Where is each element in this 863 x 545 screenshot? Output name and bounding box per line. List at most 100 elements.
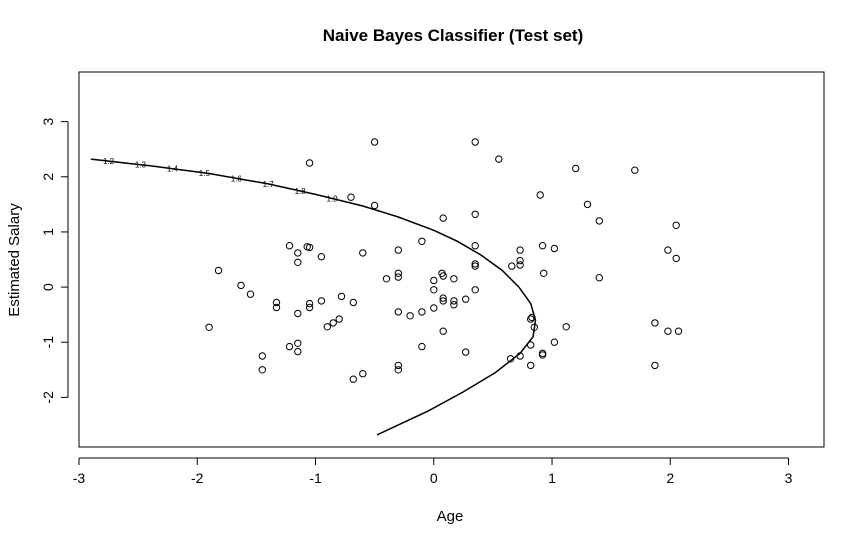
data-point bbox=[516, 261, 524, 269]
data-point bbox=[471, 210, 479, 219]
data-point bbox=[550, 244, 559, 253]
data-point bbox=[272, 298, 281, 307]
data-point bbox=[285, 242, 294, 250]
data-point bbox=[450, 275, 458, 283]
x-tick-label: 3 bbox=[785, 470, 793, 486]
data-point bbox=[527, 341, 535, 349]
data-point bbox=[237, 281, 245, 290]
x-tick-label: 0 bbox=[430, 470, 438, 486]
data-point bbox=[394, 361, 402, 370]
data-point bbox=[439, 294, 447, 302]
data-point bbox=[430, 276, 438, 285]
data-point bbox=[246, 290, 255, 298]
data-point bbox=[317, 253, 326, 261]
plot-frame bbox=[78, 71, 825, 448]
y-tick-label: -1 bbox=[40, 336, 56, 349]
data-point bbox=[439, 327, 447, 335]
data-point bbox=[430, 286, 438, 294]
contour-label: 1.8 bbox=[295, 187, 307, 196]
data-point bbox=[430, 304, 438, 312]
contour-label: 1.2 bbox=[103, 157, 115, 166]
x-tick-label: 2 bbox=[666, 470, 674, 486]
contour-label: 1.7 bbox=[263, 180, 275, 189]
data-point bbox=[349, 298, 357, 307]
y-tick-label: -2 bbox=[40, 391, 56, 404]
data-point bbox=[394, 366, 402, 374]
data-point bbox=[359, 249, 367, 257]
data-point bbox=[406, 312, 414, 320]
data-point bbox=[450, 301, 458, 309]
data-point bbox=[527, 315, 535, 323]
data-point bbox=[349, 375, 357, 383]
data-point bbox=[495, 155, 503, 163]
data-point bbox=[664, 246, 672, 254]
data-point bbox=[471, 260, 479, 268]
data-point bbox=[536, 191, 544, 199]
data-point bbox=[337, 292, 346, 301]
y-axis: -2 -1 0 1 2 3 bbox=[40, 118, 69, 404]
data-point bbox=[294, 347, 302, 356]
data-point bbox=[528, 313, 536, 322]
data-point bbox=[538, 351, 547, 359]
data-point bbox=[418, 342, 426, 351]
contour-label: 1.5 bbox=[199, 169, 211, 178]
data-point bbox=[323, 323, 331, 331]
data-point bbox=[329, 319, 337, 327]
data-point bbox=[359, 370, 367, 378]
y-tick-label: 3 bbox=[40, 118, 56, 126]
data-point bbox=[651, 361, 659, 370]
y-axis-label: Estimated Salary bbox=[6, 203, 23, 317]
data-point bbox=[471, 138, 479, 146]
data-point bbox=[285, 342, 294, 351]
data-point bbox=[538, 242, 547, 250]
contour-label: 1.6 bbox=[231, 174, 243, 183]
data-point bbox=[382, 275, 391, 283]
x-tick-label: -2 bbox=[191, 470, 204, 486]
data-point bbox=[527, 361, 535, 370]
data-point bbox=[394, 246, 402, 254]
data-point bbox=[450, 297, 458, 305]
data-point bbox=[347, 193, 355, 201]
data-point bbox=[305, 159, 314, 167]
data-point bbox=[294, 249, 302, 257]
data-point bbox=[394, 308, 402, 316]
data-point bbox=[294, 339, 302, 347]
data-point bbox=[595, 217, 603, 225]
data-point bbox=[205, 323, 213, 331]
contour-label: 1.9 bbox=[327, 194, 339, 203]
x-tick-label: 1 bbox=[548, 470, 556, 486]
data-point bbox=[674, 327, 683, 335]
data-point bbox=[471, 242, 479, 250]
data-point bbox=[664, 327, 672, 335]
data-point bbox=[562, 323, 570, 331]
data-point bbox=[439, 297, 447, 305]
data-point bbox=[540, 269, 548, 277]
data-point bbox=[439, 214, 447, 222]
data-point bbox=[418, 237, 426, 246]
data-point bbox=[583, 200, 592, 209]
data-point bbox=[305, 299, 314, 308]
y-tick-label: 2 bbox=[40, 173, 56, 181]
data-point bbox=[335, 315, 343, 323]
data-point bbox=[294, 258, 302, 266]
data-point bbox=[508, 262, 516, 270]
data-point bbox=[516, 246, 524, 254]
data-point bbox=[516, 352, 524, 360]
data-point bbox=[214, 266, 223, 275]
data-point bbox=[258, 366, 266, 374]
x-tick-label: -3 bbox=[73, 470, 86, 486]
data-point bbox=[471, 262, 479, 270]
data-point bbox=[462, 348, 470, 356]
y-tick-label: 0 bbox=[40, 283, 56, 291]
data-point bbox=[394, 269, 402, 277]
data-point bbox=[516, 256, 524, 265]
data-point bbox=[439, 272, 447, 280]
data-point bbox=[294, 309, 302, 318]
decision-boundary-line bbox=[90, 158, 537, 436]
data-point bbox=[550, 338, 559, 346]
y-tick-label: 1 bbox=[40, 228, 56, 236]
data-point bbox=[506, 355, 515, 363]
data-point bbox=[595, 274, 603, 282]
